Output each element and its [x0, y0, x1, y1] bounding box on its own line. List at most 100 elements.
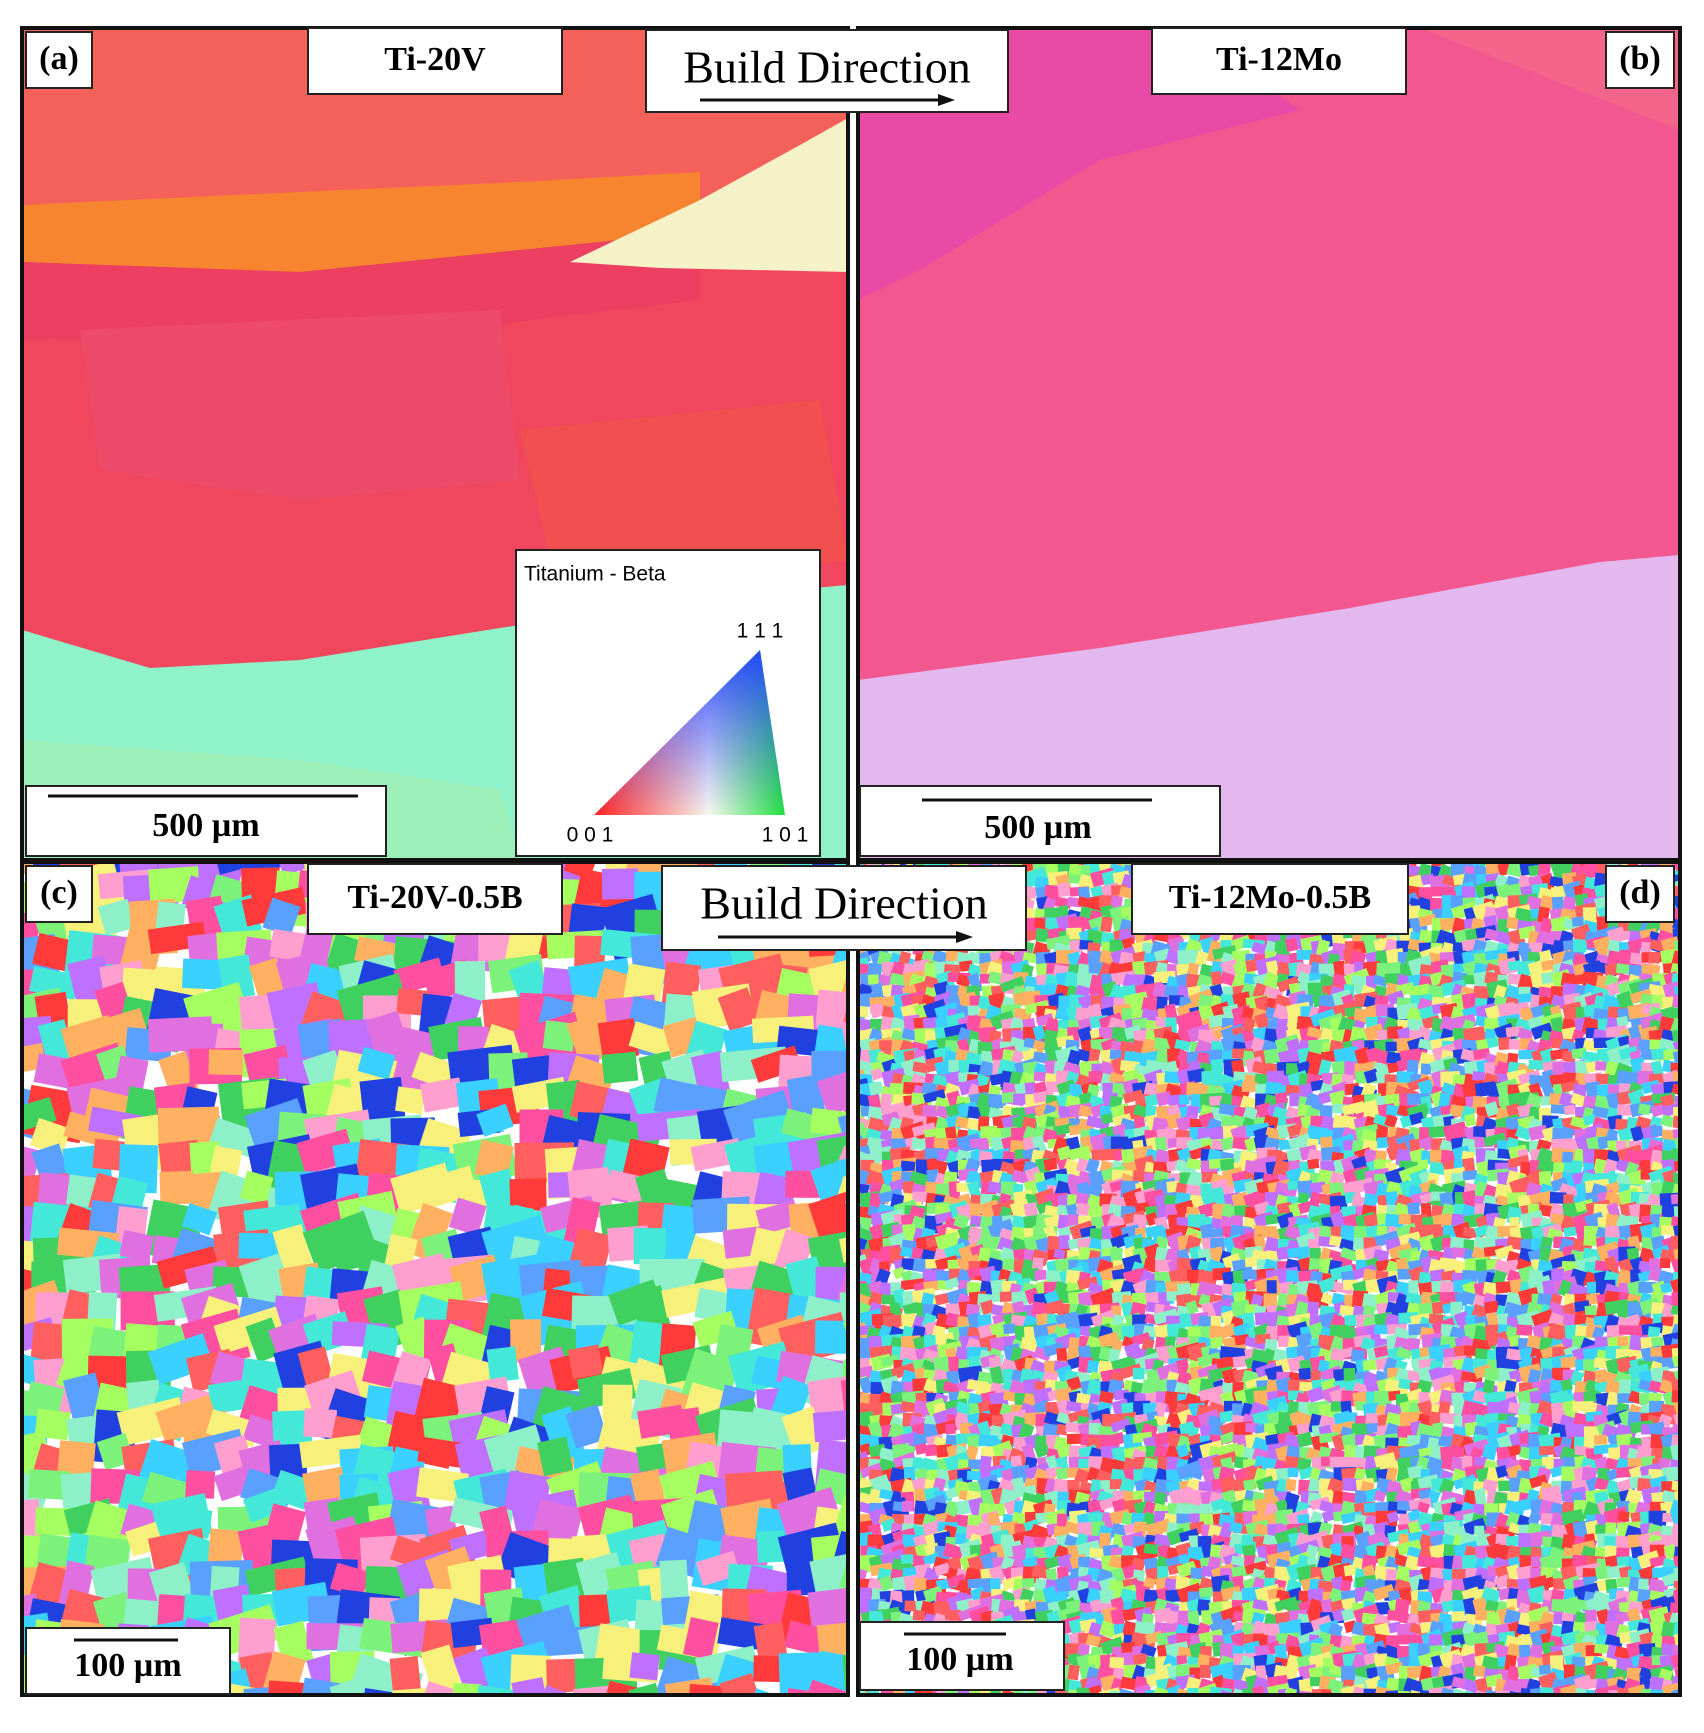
grain: [1296, 949, 1313, 960]
grain: [1285, 937, 1299, 952]
grain: [1366, 1422, 1379, 1434]
grain: [1154, 1136, 1168, 1152]
grain: [22, 1499, 41, 1539]
grain: [1682, 1027, 1702, 1047]
grain: [1683, 917, 1704, 936]
grain: [1682, 1177, 1704, 1193]
grain: [666, 1407, 703, 1444]
grain: [181, 1203, 218, 1236]
grain: [328, 1018, 376, 1059]
grain: [1681, 1349, 1696, 1364]
grain: [1683, 1203, 1704, 1218]
grain: [1615, 963, 1633, 975]
grain: [1056, 882, 1071, 898]
grain: [97, 898, 136, 936]
grain: [1496, 883, 1512, 900]
grain: [1650, 1125, 1663, 1137]
grain: [329, 1562, 371, 1598]
grain: [1683, 1005, 1696, 1020]
grain: [659, 1559, 689, 1602]
grain: [1517, 993, 1533, 1004]
grain: [1685, 1375, 1704, 1391]
grain: [566, 1015, 608, 1067]
grain: [419, 1077, 465, 1113]
grain: [1682, 1325, 1704, 1338]
grain: [814, 1320, 848, 1355]
grain: [156, 1246, 221, 1289]
grain: [967, 963, 983, 978]
grain: [1461, 862, 1487, 870]
grain: [516, 1604, 577, 1649]
grain: [1681, 1104, 1703, 1126]
panel-b-map: [858, 28, 1680, 860]
grain: [633, 1228, 666, 1265]
grain: [1210, 970, 1223, 986]
grain: [1439, 951, 1456, 962]
grain: [1471, 1070, 1486, 1082]
grain: [266, 1680, 307, 1695]
grain: [1464, 1113, 1477, 1127]
grain: [208, 1049, 244, 1076]
grain: [601, 868, 639, 900]
grain: [1681, 1389, 1702, 1406]
grain: [185, 1470, 216, 1499]
grain: [1671, 894, 1680, 910]
grain: [1043, 1158, 1058, 1171]
grain: [187, 932, 224, 966]
grain: [1506, 916, 1519, 930]
grain: [1420, 1063, 1432, 1075]
grain: [1516, 1324, 1533, 1336]
grain: [1100, 916, 1113, 933]
grain: [1682, 858, 1704, 882]
grain: [1684, 1370, 1697, 1384]
grain: [405, 1202, 453, 1263]
grain: [1681, 951, 1699, 968]
grain: [1684, 1039, 1698, 1056]
grain: [1659, 1258, 1671, 1269]
grain: [510, 1319, 542, 1363]
grain: [1638, 1103, 1651, 1116]
grain: [1388, 961, 1402, 976]
grain: [602, 1384, 633, 1421]
grain: [815, 989, 848, 1033]
grain: [1132, 1367, 1145, 1380]
grain: [1034, 1269, 1047, 1281]
grain: [155, 901, 186, 933]
grain: [1307, 1158, 1320, 1170]
grain: [1627, 936, 1653, 951]
grain: [179, 1506, 213, 1539]
grain: [968, 1356, 980, 1368]
grain: [1318, 963, 1338, 977]
grain: [1683, 957, 1704, 982]
grain: [1194, 950, 1209, 967]
grain: [1066, 927, 1082, 940]
grain: [1179, 1094, 1190, 1105]
grain: [511, 1677, 549, 1695]
grain: [1660, 1114, 1675, 1128]
grain: [1684, 1314, 1703, 1326]
grain: [1683, 1057, 1704, 1079]
grain: [1683, 1422, 1699, 1439]
grain: [329, 1670, 389, 1695]
grain: [944, 1423, 956, 1435]
grain: [1685, 853, 1704, 867]
grain: [118, 862, 159, 877]
grain: [1593, 1434, 1608, 1445]
grain: [563, 862, 602, 880]
grain: [785, 1170, 820, 1198]
grain: [816, 1619, 848, 1662]
grain: [1684, 1070, 1703, 1091]
grain: [1089, 895, 1103, 913]
grain: [1540, 917, 1553, 934]
grain: [424, 1505, 457, 1536]
grain: [812, 1409, 848, 1443]
grain: [1682, 1083, 1701, 1103]
grain: [1684, 984, 1704, 996]
grain: [1684, 1299, 1702, 1319]
grain: [868, 1081, 884, 1096]
grain: [808, 1186, 848, 1252]
grain: [1684, 1170, 1701, 1191]
grain: [1685, 1354, 1704, 1377]
grain: [303, 1408, 338, 1439]
